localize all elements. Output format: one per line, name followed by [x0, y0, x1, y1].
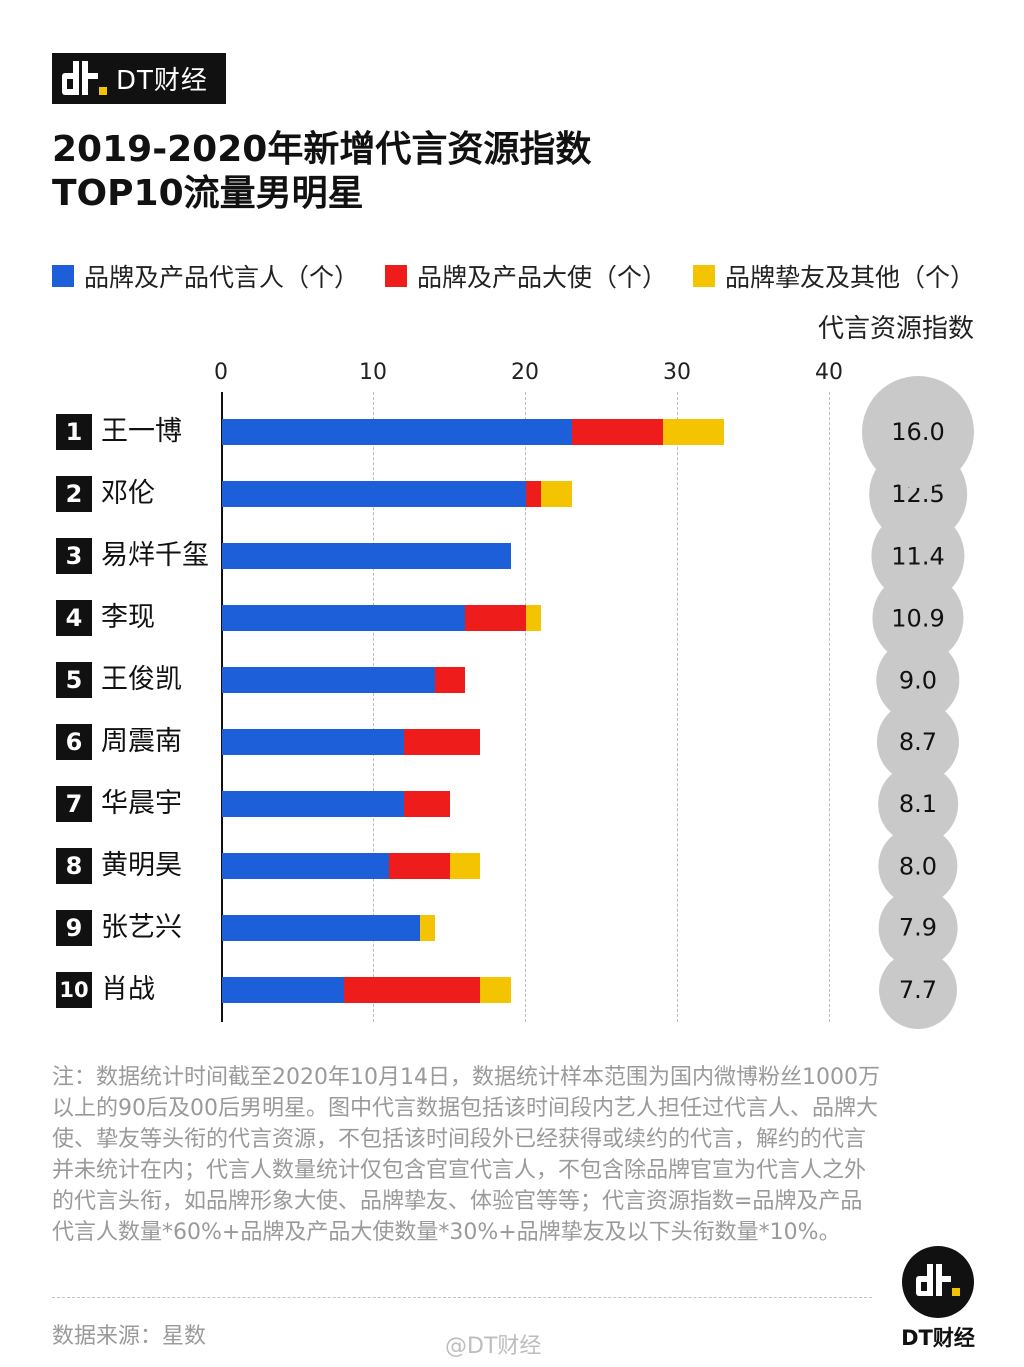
x-tick-label: 0 [214, 360, 228, 385]
bar-segment [662, 419, 724, 445]
category-label: 邓伦 [101, 478, 155, 509]
data-source: 数据来源：星数 [52, 1324, 207, 1349]
legend-swatch-yellow [693, 265, 716, 287]
index-bubble: 16.0 [862, 376, 974, 488]
brand-name: DT财经 [116, 66, 208, 96]
bar-segment [222, 419, 572, 445]
bar-segment [222, 605, 466, 631]
bar-segment [465, 605, 526, 631]
index-value: 11.4 [891, 542, 945, 570]
bar-segment [222, 729, 405, 755]
rank-badge: 4 [56, 600, 92, 636]
brand-logo: DT财经 [52, 53, 226, 104]
legend-item-endorser: 品牌及产品代言人（个） [52, 258, 359, 294]
bar-segment [541, 481, 572, 507]
rank-badge: 3 [56, 538, 92, 574]
grid-line [829, 392, 830, 1022]
legend-item-friend: 品牌挚友及其他（个） [693, 258, 975, 294]
legend-swatch-blue [52, 265, 74, 287]
category-label: 易烊千玺 [101, 540, 209, 571]
bar-segment [526, 481, 542, 507]
index-value: 8.1 [898, 790, 938, 818]
bar-segment [480, 977, 511, 1003]
legend-label: 品牌挚友及其他（个） [725, 263, 976, 292]
bar-segment [222, 481, 526, 507]
bar-segment [343, 977, 481, 1003]
index-value: 8.7 [898, 728, 938, 756]
bar-segment [404, 729, 481, 755]
index-value: 8.0 [898, 852, 938, 880]
dt-logo-icon [62, 60, 108, 97]
category-label: 张艺兴 [101, 912, 182, 943]
index-value: 16.0 [891, 418, 945, 446]
grid-line [525, 392, 526, 1022]
grid-line [373, 392, 374, 1022]
rank-badge: 10 [56, 972, 92, 1008]
rank-badge: 6 [56, 724, 92, 760]
bar-segment [222, 791, 405, 817]
bar-segment [450, 853, 481, 879]
footer-brand: DT财经 [901, 1326, 975, 1350]
rank-badge: 1 [56, 414, 92, 450]
grid-line [677, 392, 678, 1022]
category-label: 李现 [101, 602, 155, 633]
index-value: 7.9 [898, 914, 938, 942]
chart-title: 2019-2020年新增代言资源指数 TOP10流量男明星 [52, 128, 772, 216]
index-value: 7.7 [898, 976, 938, 1004]
bar-segment [419, 915, 435, 941]
dt-logo-round-icon [902, 1246, 974, 1318]
divider [52, 1297, 872, 1298]
bar-segment [404, 791, 450, 817]
legend-swatch-red [385, 265, 408, 287]
bar-segment [526, 605, 542, 631]
chart-title-line-2: TOP10流量男明星 [52, 173, 364, 214]
category-label: 周震南 [101, 726, 182, 757]
category-label: 肖战 [101, 974, 155, 1005]
y-axis-line [221, 392, 223, 1022]
weibo-handle: @DT财经 [445, 1334, 542, 1359]
bar-segment [222, 667, 435, 693]
legend-item-ambassador: 品牌及产品大使（个） [385, 258, 667, 294]
legend-label: 品牌及产品代言人（个） [84, 263, 360, 292]
index-column-label: 代言资源指数 [817, 314, 974, 344]
x-tick-label: 30 [663, 360, 691, 385]
bar-segment [434, 667, 466, 693]
rank-badge: 9 [56, 910, 92, 946]
index-value: 9.0 [898, 666, 938, 694]
index-bubble: 7.9 [878, 888, 958, 968]
rank-badge: 8 [56, 848, 92, 884]
rank-badge: 2 [56, 476, 92, 512]
legend: 品牌及产品代言人（个） 品牌及产品大使（个） 品牌挚友及其他（个） [52, 258, 1001, 294]
category-label: 黄明昊 [101, 850, 182, 881]
x-tick-label: 20 [511, 360, 539, 385]
bar-segment [222, 543, 511, 569]
category-label: 王一博 [101, 416, 182, 447]
category-label: 王俊凯 [101, 664, 182, 695]
chart-title-line-1: 2019-2020年新增代言资源指数 [52, 129, 592, 170]
footnote: 注：数据统计时间截至2020年10月14日，数据统计样本范围为国内微博粉丝100… [52, 1065, 880, 1245]
legend-label: 品牌及产品大使（个） [417, 263, 668, 292]
x-tick-label: 40 [815, 360, 843, 385]
rank-badge: 7 [56, 786, 92, 822]
bar-segment [222, 977, 344, 1003]
category-label: 华晨宇 [101, 788, 182, 819]
x-tick-label: 10 [359, 360, 387, 385]
index-value: 10.9 [891, 604, 945, 632]
bar-segment [222, 915, 420, 941]
bar-segment [571, 419, 663, 445]
bar-segment [222, 853, 390, 879]
rank-badge: 5 [56, 662, 92, 698]
bar-segment [389, 853, 450, 879]
